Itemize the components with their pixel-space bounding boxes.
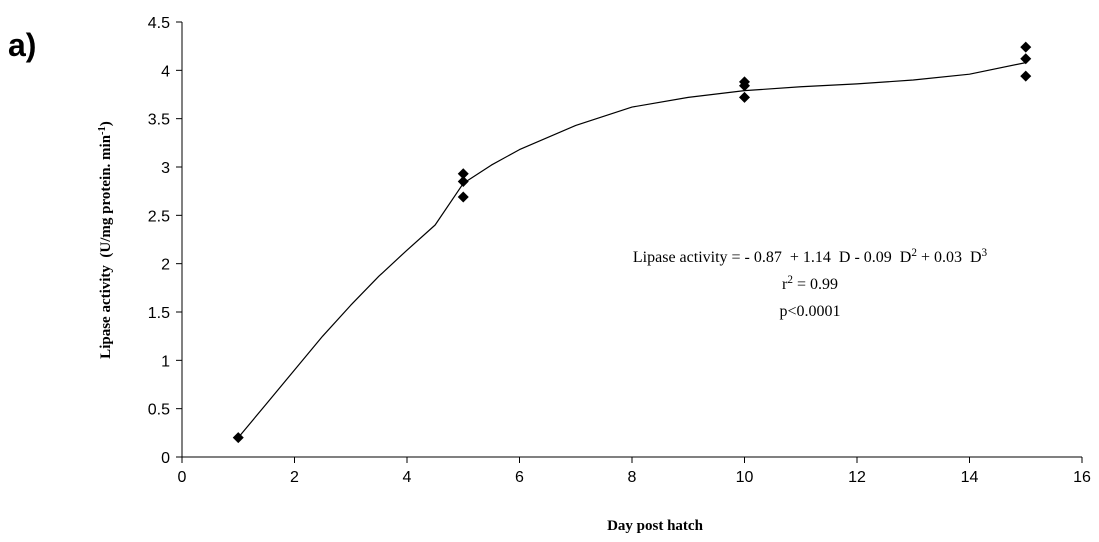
- x-tick-label: 14: [961, 469, 979, 486]
- y-tick-label: 4: [161, 63, 170, 80]
- x-tick-label: 8: [628, 469, 637, 486]
- text-segment: = 0.99: [793, 276, 838, 293]
- y-tick-label: 3.5: [148, 112, 170, 129]
- x-tick-label: 2: [290, 469, 299, 486]
- data-point: [739, 91, 750, 103]
- annotation: r2 = 0.99: [782, 274, 838, 293]
- y-tick-label: 3: [161, 160, 170, 177]
- text-segment: Lipase activity (U/mg protein. min: [98, 134, 114, 359]
- data-point: [457, 168, 469, 180]
- text-segment: p<0.0001: [779, 303, 840, 320]
- y-tick-label: 2.5: [148, 208, 170, 225]
- y-tick-label: 2: [161, 257, 170, 274]
- y-tick-label: 0.5: [148, 402, 170, 419]
- y-tick-label: 1: [161, 353, 170, 370]
- superscript: 2: [787, 274, 793, 286]
- data-point: [1020, 41, 1032, 53]
- panel-label: a): [8, 27, 36, 63]
- y-axis-label: Lipase activity (U/mg protein. min-1): [97, 121, 115, 359]
- text-segment: r: [782, 276, 788, 293]
- data-point: [1020, 53, 1032, 65]
- data-point: [457, 176, 469, 187]
- data-point: [1020, 70, 1032, 82]
- data-point: [739, 80, 750, 92]
- data-point: [457, 191, 469, 203]
- x-tick-label: 16: [1073, 469, 1091, 486]
- fit-curve: [237, 62, 1026, 439]
- x-tick-label: 10: [736, 469, 754, 486]
- text-segment: ): [98, 121, 114, 126]
- superscript: -1: [97, 126, 108, 135]
- x-tick-label: 6: [515, 469, 524, 486]
- superscript: 3: [982, 247, 988, 259]
- annotation: Lipase activity = - 0.87 + 1.14 D - 0.09…: [633, 247, 988, 266]
- data-point: [232, 432, 244, 444]
- superscript: 2: [911, 247, 917, 259]
- x-tick-label: 0: [178, 469, 187, 486]
- x-tick-label: 12: [848, 469, 866, 486]
- y-tick-label: 1.5: [148, 305, 170, 322]
- text-segment: + 0.03 D: [917, 249, 982, 266]
- y-tick-label: 4.5: [148, 15, 170, 32]
- x-tick-label: 4: [403, 469, 412, 486]
- x-axis-label: Day post hatch: [607, 518, 704, 534]
- annotation: p<0.0001: [779, 303, 840, 320]
- y-tick-label: 0: [161, 450, 170, 467]
- text-segment: Lipase activity = - 0.87 + 1.14 D - 0.09…: [633, 249, 911, 266]
